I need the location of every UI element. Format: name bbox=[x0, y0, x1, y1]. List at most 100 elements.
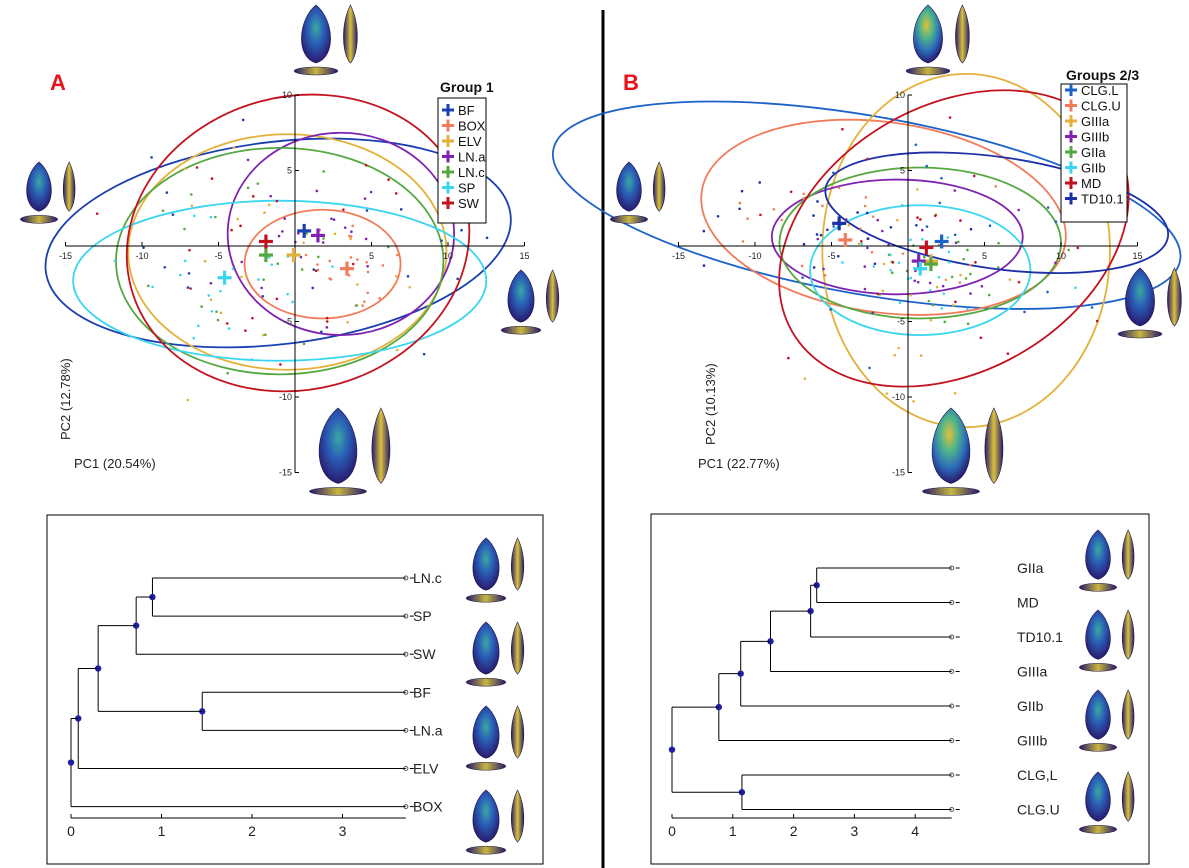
sample-point bbox=[909, 238, 912, 242]
sample-point bbox=[980, 284, 984, 288]
sample-point bbox=[832, 225, 835, 228]
sample-point bbox=[948, 116, 952, 119]
sample-point bbox=[209, 298, 213, 302]
sample-point bbox=[261, 294, 264, 298]
y-tick-label: 10 bbox=[282, 90, 292, 100]
sample-point bbox=[857, 242, 861, 246]
sample-point bbox=[878, 293, 882, 296]
sample-point bbox=[422, 352, 426, 356]
sample-point bbox=[240, 275, 243, 279]
sample-point bbox=[142, 246, 145, 249]
sample-point bbox=[882, 262, 886, 266]
sample-point bbox=[315, 189, 319, 193]
sample-point bbox=[305, 232, 308, 235]
sample-point bbox=[300, 268, 304, 271]
sample-point bbox=[219, 311, 223, 315]
shape-thumbnail bbox=[610, 161, 666, 224]
leaf-label: LN.a bbox=[413, 722, 443, 738]
sample-point bbox=[394, 281, 398, 284]
sample-point bbox=[346, 320, 349, 324]
shape-thumbnail bbox=[905, 4, 970, 76]
sample-point bbox=[896, 218, 899, 222]
sample-point bbox=[281, 230, 284, 233]
sample-point bbox=[183, 259, 187, 263]
sample-point bbox=[179, 273, 182, 277]
sample-point bbox=[241, 118, 245, 122]
leaf-label: GIIa bbox=[1017, 560, 1044, 576]
confidence-ellipse-box bbox=[243, 208, 402, 320]
dendrogram-tick-label: 1 bbox=[158, 823, 166, 839]
leaf-label: CLG,L bbox=[1017, 767, 1058, 783]
sample-point bbox=[356, 258, 359, 261]
sample-point bbox=[244, 274, 248, 278]
sample-point bbox=[188, 248, 191, 252]
sample-point bbox=[801, 276, 804, 279]
sample-point bbox=[856, 211, 859, 214]
sample-point bbox=[440, 239, 443, 242]
dendrogram-tick-label: 1 bbox=[729, 823, 737, 839]
sample-point bbox=[190, 193, 193, 196]
sample-point bbox=[847, 224, 851, 227]
sample-point bbox=[913, 279, 917, 283]
sample-point bbox=[966, 307, 969, 311]
legend-item: GIIIb bbox=[1065, 130, 1109, 145]
sample-point bbox=[291, 300, 294, 304]
sample-point bbox=[267, 256, 271, 259]
sample-point bbox=[215, 310, 218, 313]
sample-point bbox=[702, 229, 706, 233]
sample-point bbox=[988, 224, 992, 228]
legend-label: BOX bbox=[458, 119, 486, 134]
sample-point bbox=[325, 326, 329, 329]
y-tick-label: -15 bbox=[892, 468, 905, 478]
sample-point bbox=[1054, 261, 1057, 265]
sample-point bbox=[880, 229, 884, 233]
sample-point bbox=[812, 214, 815, 217]
sample-point bbox=[935, 285, 939, 289]
sample-point bbox=[316, 263, 319, 266]
sample-point bbox=[240, 260, 244, 264]
sample-point bbox=[942, 292, 946, 295]
sample-point bbox=[312, 268, 316, 271]
sample-point bbox=[325, 316, 329, 320]
sample-point bbox=[189, 287, 192, 290]
sample-point bbox=[351, 224, 354, 228]
shape-renderings bbox=[20, 4, 1182, 855]
sample-point bbox=[803, 377, 807, 380]
sample-point bbox=[863, 265, 867, 268]
sample-point bbox=[994, 185, 998, 188]
sample-point bbox=[931, 303, 934, 307]
shape-thumbnail bbox=[1079, 529, 1135, 592]
sample-point bbox=[1076, 246, 1080, 250]
sample-point bbox=[914, 143, 918, 147]
sample-point bbox=[263, 211, 266, 215]
sample-point bbox=[322, 170, 325, 173]
sample-point bbox=[832, 171, 835, 175]
sample-point bbox=[860, 239, 863, 243]
sample-point bbox=[256, 182, 260, 185]
legend-label: TD10.1 bbox=[1081, 192, 1124, 207]
sample-point bbox=[195, 166, 199, 169]
sample-point bbox=[365, 209, 369, 212]
sample-point bbox=[363, 197, 367, 200]
sample-point bbox=[232, 146, 236, 149]
sample-point bbox=[956, 240, 960, 244]
sample-point bbox=[239, 224, 242, 228]
shape-thumbnail bbox=[1079, 689, 1135, 752]
sample-point bbox=[953, 233, 957, 237]
legend-label: SP bbox=[458, 181, 475, 196]
sample-point bbox=[863, 204, 867, 208]
legend-item: BF bbox=[442, 103, 475, 118]
sample-point bbox=[186, 286, 190, 289]
sample-point bbox=[916, 280, 920, 284]
centroid-marker-sp bbox=[217, 270, 232, 285]
sample-point bbox=[151, 285, 154, 289]
sample-point bbox=[800, 264, 804, 268]
legend-label: BF bbox=[458, 103, 475, 118]
sample-point bbox=[901, 252, 905, 255]
sample-point bbox=[921, 228, 924, 232]
sample-points-b bbox=[702, 116, 1099, 403]
dendrogram-tick-label: 2 bbox=[790, 823, 798, 839]
sample-point bbox=[364, 163, 368, 167]
sample-point bbox=[919, 218, 922, 221]
